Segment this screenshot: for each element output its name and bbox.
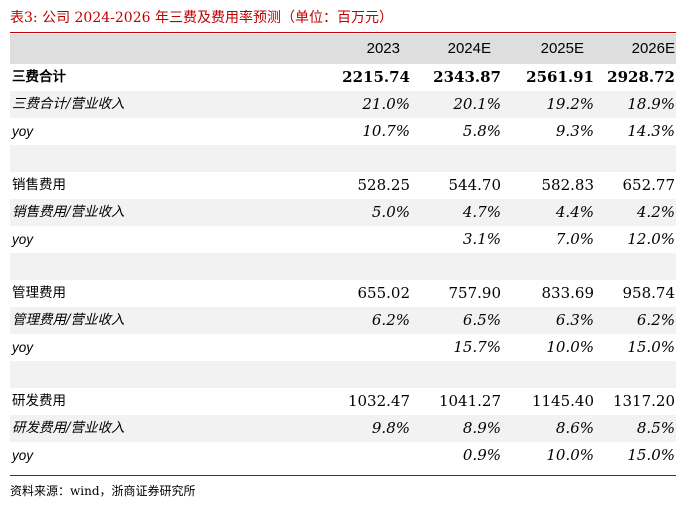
header-col-2025e: 2025E xyxy=(540,40,584,57)
cell-value: 15.7% xyxy=(453,338,501,356)
cell-value: 0.9% xyxy=(462,446,501,464)
table-row-spacer xyxy=(10,253,676,280)
row-label: 管理费用 xyxy=(12,285,66,301)
table-row: 管理费用/营业收入 6.2% 6.5% 6.3% 6.2% xyxy=(10,307,676,334)
cell-value: 18.9% xyxy=(627,95,675,113)
cell-value: 1032.47 xyxy=(347,392,410,410)
table-row: 研发费用/营业收入 9.8% 8.9% 8.6% 8.5% xyxy=(10,415,676,442)
table-row: yoy 3.1% 7.0% 12.0% xyxy=(10,226,676,253)
cell-value: 10.0% xyxy=(546,338,594,356)
row-label: 研发费用/营业收入 xyxy=(12,420,125,436)
table-row: yoy 10.7% 5.8% 9.3% 14.3% xyxy=(10,118,676,145)
cell-value: 2215.74 xyxy=(342,68,410,86)
cell-value: 757.90 xyxy=(448,284,502,302)
table-row: 管理费用 655.02 757.90 833.69 958.74 xyxy=(10,280,676,307)
cell-value: 544.70 xyxy=(448,176,502,194)
cell-value: 14.3% xyxy=(627,122,675,140)
cell-value: 1041.27 xyxy=(438,392,501,410)
cell-value: 5.8% xyxy=(462,122,501,140)
cell-value: 6.2% xyxy=(371,311,410,329)
cell-value: 5.0% xyxy=(371,203,410,221)
row-label: yoy xyxy=(12,232,34,247)
cell-value: 4.2% xyxy=(636,203,675,221)
cell-value: 3.1% xyxy=(462,230,501,248)
row-label: yoy xyxy=(12,124,34,139)
row-label: 销售费用/营业收入 xyxy=(12,204,125,220)
cell-value: 7.0% xyxy=(555,230,594,248)
row-label: 三费合计 xyxy=(12,69,66,85)
table-row: 销售费用/营业收入 5.0% 4.7% 4.4% 4.2% xyxy=(10,199,676,226)
table-header: 2023 2024E 2025E 2026E xyxy=(10,34,676,64)
cell-value: 2343.87 xyxy=(433,68,501,86)
cell-value xyxy=(320,442,410,469)
cell-value: 9.8% xyxy=(371,419,410,437)
header-col-2023: 2023 xyxy=(366,40,400,57)
cell-value: 10.7% xyxy=(362,122,410,140)
cell-value: 833.69 xyxy=(541,284,595,302)
cell-value: 15.0% xyxy=(627,446,675,464)
row-label: yoy xyxy=(12,340,34,355)
row-label: 销售费用 xyxy=(12,177,66,193)
cell-value: 4.7% xyxy=(462,203,501,221)
cell-value: 2928.72 xyxy=(607,68,675,86)
header-col-2026e: 2026E xyxy=(631,40,675,57)
table-row: 三费合计/营业收入 21.0% 20.1% 19.2% 18.9% xyxy=(10,91,676,118)
cell-value: 15.0% xyxy=(627,338,675,356)
cell-value: 655.02 xyxy=(357,284,411,302)
cell-value xyxy=(320,334,410,361)
bottom-rule xyxy=(10,475,676,476)
table-row: 三费合计 2215.74 2343.87 2561.91 2928.72 xyxy=(10,64,676,91)
cell-value: 4.4% xyxy=(555,203,594,221)
row-label: 研发费用 xyxy=(12,393,66,409)
cell-value: 8.9% xyxy=(462,419,501,437)
cell-value: 9.3% xyxy=(555,122,594,140)
cell-value: 582.83 xyxy=(541,176,595,194)
cell-value xyxy=(320,226,410,253)
cell-value: 8.5% xyxy=(636,419,675,437)
cell-value: 20.1% xyxy=(453,95,501,113)
cell-value: 6.3% xyxy=(555,311,594,329)
source-note: 资料来源：wind，浙商证券研究所 xyxy=(10,484,196,498)
cell-value: 652.77 xyxy=(622,176,676,194)
cell-value: 528.25 xyxy=(357,176,411,194)
table-row-spacer xyxy=(10,361,676,388)
cell-value: 6.2% xyxy=(636,311,675,329)
cell-value: 6.5% xyxy=(462,311,501,329)
cell-value: 958.74 xyxy=(622,284,676,302)
table-row: yoy 15.7% 10.0% 15.0% xyxy=(10,334,676,361)
cell-value: 1145.40 xyxy=(531,392,594,410)
row-label: 三费合计/营业收入 xyxy=(12,96,125,112)
row-label: yoy xyxy=(12,448,34,463)
table-row-spacer xyxy=(10,145,676,172)
table-title: 表3: 公司 2024-2026 年三费及费用率预测（单位：百万元） xyxy=(10,10,393,26)
cell-value: 8.6% xyxy=(555,419,594,437)
header-col-2024e: 2024E xyxy=(447,40,491,57)
row-label: 管理费用/营业收入 xyxy=(12,312,125,328)
cell-value: 21.0% xyxy=(362,95,410,113)
table-row: 研发费用 1032.47 1041.27 1145.40 1317.20 xyxy=(10,388,676,415)
title-rule xyxy=(10,32,676,33)
cell-value: 1317.20 xyxy=(612,392,675,410)
table-row: yoy 0.9% 10.0% 15.0% xyxy=(10,442,676,469)
cell-value: 10.0% xyxy=(546,446,594,464)
cell-value: 12.0% xyxy=(627,230,675,248)
table-row: 销售费用 528.25 544.70 582.83 652.77 xyxy=(10,172,676,199)
cell-value: 19.2% xyxy=(546,95,594,113)
cell-value: 2561.91 xyxy=(526,68,594,86)
